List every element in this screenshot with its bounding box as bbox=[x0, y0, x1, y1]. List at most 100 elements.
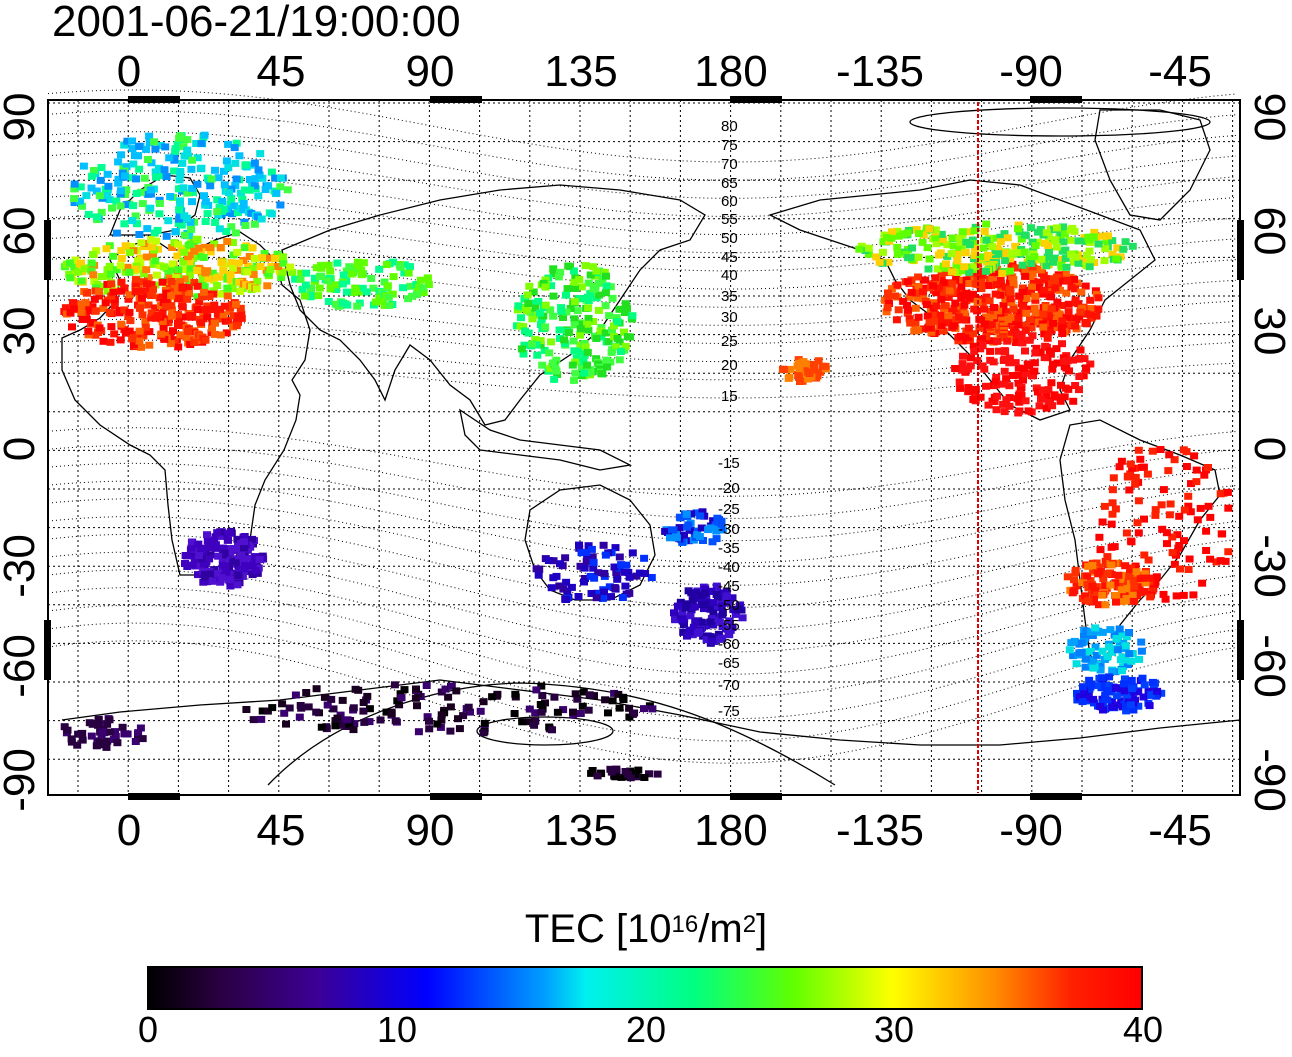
contour-line bbox=[47, 256, 1237, 308]
tec-cell bbox=[623, 305, 631, 313]
tec-cell bbox=[219, 545, 228, 553]
tec-cell bbox=[809, 368, 818, 376]
tec-cell bbox=[1094, 294, 1103, 302]
tec-cell bbox=[602, 282, 611, 290]
tec-cell bbox=[1137, 638, 1146, 646]
tec-cell bbox=[958, 228, 967, 236]
tec-cell bbox=[959, 352, 967, 360]
tec-cell bbox=[960, 310, 969, 318]
tec-cell bbox=[1157, 689, 1166, 697]
tec-cell bbox=[607, 768, 616, 776]
tec-cell bbox=[668, 526, 676, 534]
tec-cell bbox=[717, 602, 726, 610]
tec-cell bbox=[1082, 320, 1091, 328]
tec-cell bbox=[271, 174, 280, 182]
tec-cell bbox=[1026, 316, 1034, 323]
tec-cell bbox=[70, 180, 79, 188]
tec-cell bbox=[635, 569, 644, 577]
tec-cell bbox=[537, 708, 546, 716]
tec-cell bbox=[1157, 501, 1166, 509]
tec-cell bbox=[571, 298, 579, 306]
tec-cell bbox=[69, 299, 77, 307]
tec-cell bbox=[970, 273, 978, 281]
tec-cell bbox=[92, 213, 101, 221]
contour-line bbox=[47, 462, 1237, 542]
tec-cell bbox=[560, 336, 569, 344]
tec-cell bbox=[1083, 697, 1092, 705]
tec-cell bbox=[682, 523, 691, 531]
tec-cell bbox=[570, 376, 578, 384]
tec-cell bbox=[1025, 255, 1034, 263]
tec-cell bbox=[605, 312, 614, 320]
tec-cell bbox=[129, 202, 138, 210]
tec-cell bbox=[585, 691, 594, 699]
tec-cell bbox=[971, 280, 980, 288]
tec-cell bbox=[213, 282, 222, 290]
tec-cell bbox=[230, 144, 239, 152]
tec-cell bbox=[1000, 367, 1009, 375]
tec-cell bbox=[1123, 693, 1132, 701]
tec-cell bbox=[1063, 276, 1072, 284]
tec-cell bbox=[1080, 355, 1089, 363]
tec-cell bbox=[724, 625, 733, 633]
tec-cell bbox=[601, 696, 610, 704]
tec-cell bbox=[1019, 370, 1028, 378]
tec-cell bbox=[1125, 573, 1134, 581]
tec-cell bbox=[395, 701, 404, 709]
top-lon-label: 135 bbox=[544, 47, 617, 96]
tec-cell bbox=[1108, 510, 1117, 518]
tec-cell bbox=[728, 624, 737, 632]
tec-cell bbox=[603, 363, 612, 371]
tec-cell bbox=[939, 327, 948, 335]
tec-cell bbox=[559, 706, 568, 714]
tec-cell bbox=[117, 151, 125, 159]
tec-cell bbox=[201, 243, 209, 251]
tec-cell bbox=[1121, 238, 1130, 246]
tec-cell bbox=[1032, 384, 1041, 392]
tec-cell bbox=[218, 569, 227, 577]
tec-cell bbox=[188, 561, 197, 569]
tec-cell bbox=[155, 164, 163, 172]
tec-cell bbox=[105, 728, 114, 736]
tec-cell bbox=[592, 355, 601, 363]
tec-cell bbox=[200, 544, 208, 552]
tec-cell bbox=[1035, 278, 1044, 286]
tec-cell bbox=[969, 342, 978, 350]
tec-cell bbox=[400, 269, 409, 277]
tec-cell bbox=[317, 723, 326, 731]
tec-cell bbox=[1106, 581, 1115, 589]
tec-cell bbox=[1091, 643, 1100, 651]
tec-cell bbox=[75, 260, 84, 268]
tec-cell bbox=[936, 311, 945, 319]
tec-cell bbox=[879, 248, 887, 256]
tec-cell bbox=[362, 288, 371, 296]
tec-cell bbox=[390, 681, 399, 689]
tec-cell bbox=[131, 265, 140, 273]
tec-cell bbox=[97, 741, 106, 749]
tec-cell bbox=[1100, 257, 1109, 265]
tec-cell bbox=[1124, 473, 1132, 481]
tec-cell bbox=[349, 704, 358, 712]
tec-cell bbox=[594, 306, 603, 314]
tec-cell bbox=[414, 690, 423, 698]
tec-cell bbox=[1101, 601, 1110, 609]
tec-cell bbox=[1014, 321, 1023, 329]
tec-cell bbox=[1062, 313, 1071, 321]
tec-cell bbox=[1061, 254, 1070, 262]
tec-cell bbox=[977, 285, 986, 293]
tec-cell bbox=[264, 182, 273, 190]
tec-cell bbox=[258, 254, 266, 262]
tec-cell bbox=[211, 319, 219, 327]
tec-cell bbox=[88, 319, 97, 326]
tec-cell bbox=[133, 220, 141, 228]
tec-cell bbox=[1079, 372, 1088, 380]
tec-cell bbox=[112, 229, 121, 237]
tec-cell bbox=[1076, 346, 1085, 354]
tec-cell bbox=[1017, 339, 1026, 347]
tec-cell bbox=[327, 695, 336, 703]
tec-cell bbox=[183, 136, 192, 144]
tec-cell bbox=[145, 328, 154, 336]
tec-cell bbox=[70, 263, 79, 271]
tec-cell bbox=[571, 285, 579, 292]
tec-cell bbox=[1092, 559, 1101, 567]
